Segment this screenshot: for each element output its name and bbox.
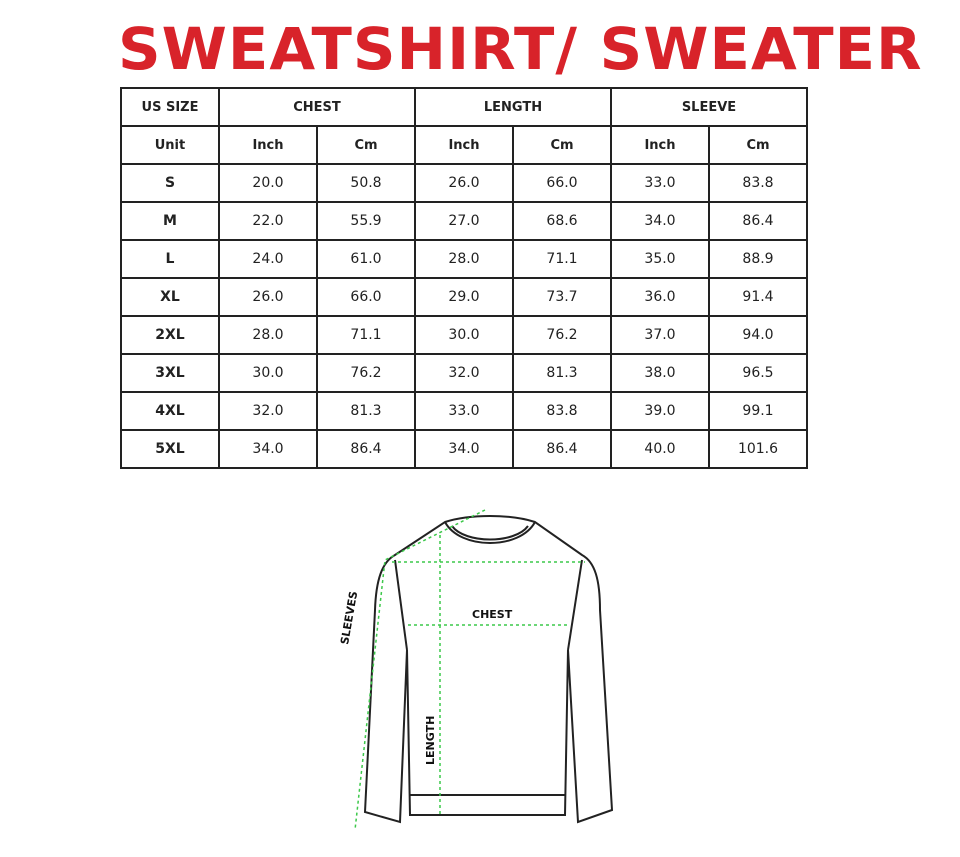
units-row: Unit Inch Cm Inch Cm Inch Cm: [120, 125, 808, 165]
table-header-row: US SIZE CHEST LENGTH SLEEVE: [120, 87, 808, 127]
value-cell: 86.4: [316, 429, 416, 469]
value-cell: 68.6: [512, 201, 612, 241]
size-table: US SIZE CHEST LENGTH SLEEVE Unit Inch Cm In…: [120, 87, 808, 469]
value-cell: 94.0: [708, 315, 808, 355]
table-row: 4XL 32.0 81.3 33.0 83.8 39.0 99.1: [120, 391, 808, 431]
length-label: LENGTH: [424, 716, 437, 765]
table-row: S 20.0 50.8 26.0 66.0 33.0 83.8: [120, 163, 808, 203]
sleeves-label: SLEEVES: [338, 590, 360, 645]
value-cell: 50.8: [316, 163, 416, 203]
page-title: SWEATSHIRT/ SWEATER: [118, 15, 923, 83]
size-cell: 3XL: [120, 353, 220, 393]
value-cell: 33.0: [610, 163, 710, 203]
value-cell: 34.0: [610, 201, 710, 241]
table-row: 2XL 28.0 71.1 30.0 76.2 37.0 94.0: [120, 315, 808, 355]
sweater-outline: [363, 515, 614, 824]
unit-cell: Cm: [708, 125, 808, 165]
value-cell: 101.6: [708, 429, 808, 469]
value-cell: 66.0: [512, 163, 612, 203]
value-cell: 81.3: [316, 391, 416, 431]
value-cell: 71.1: [512, 239, 612, 279]
value-cell: 99.1: [708, 391, 808, 431]
value-cell: 86.4: [512, 429, 612, 469]
sweater-diagram: CHEST SLEEVES LENGTH: [338, 509, 614, 831]
unit-cell: Unit: [120, 125, 220, 165]
unit-cell: Cm: [512, 125, 612, 165]
value-cell: 76.2: [316, 353, 416, 393]
value-cell: 86.4: [708, 201, 808, 241]
value-cell: 39.0: [610, 391, 710, 431]
value-cell: 22.0: [218, 201, 318, 241]
value-cell: 38.0: [610, 353, 710, 393]
unit-cell: Inch: [218, 125, 318, 165]
value-cell: 34.0: [414, 429, 514, 469]
value-cell: 32.0: [218, 391, 318, 431]
value-cell: 33.0: [414, 391, 514, 431]
value-cell: 40.0: [610, 429, 710, 469]
value-cell: 66.0: [316, 277, 416, 317]
value-cell: 26.0: [218, 277, 318, 317]
value-cell: 29.0: [414, 277, 514, 317]
value-cell: 32.0: [414, 353, 514, 393]
value-cell: 55.9: [316, 201, 416, 241]
size-cell: M: [120, 201, 220, 241]
table-row: 5XL 34.0 86.4 34.0 86.4 40.0 101.6: [120, 429, 808, 469]
table-row: L 24.0 61.0 28.0 71.1 35.0 88.9: [120, 239, 808, 279]
value-cell: 81.3: [512, 353, 612, 393]
value-cell: 24.0: [218, 239, 318, 279]
value-cell: 20.0: [218, 163, 318, 203]
size-cell: 4XL: [120, 391, 220, 431]
value-cell: 30.0: [414, 315, 514, 355]
header-chest: CHEST: [218, 87, 416, 127]
header-sleeve: SLEEVE: [610, 87, 808, 127]
value-cell: 83.8: [512, 391, 612, 431]
table-row: XL 26.0 66.0 29.0 73.7 36.0 91.4: [120, 277, 808, 317]
unit-cell: Inch: [610, 125, 710, 165]
header-us-size: US SIZE: [120, 87, 220, 127]
chest-label: CHEST: [472, 608, 513, 621]
value-cell: 83.8: [708, 163, 808, 203]
size-cell: 2XL: [120, 315, 220, 355]
value-cell: 34.0: [218, 429, 318, 469]
table-row: M 22.0 55.9 27.0 68.6 34.0 86.4: [120, 201, 808, 241]
value-cell: 96.5: [708, 353, 808, 393]
size-cell: S: [120, 163, 220, 203]
value-cell: 30.0: [218, 353, 318, 393]
value-cell: 88.9: [708, 239, 808, 279]
value-cell: 28.0: [414, 239, 514, 279]
header-length: LENGTH: [414, 87, 612, 127]
value-cell: 71.1: [316, 315, 416, 355]
value-cell: 76.2: [512, 315, 612, 355]
measure-lines: [354, 509, 585, 831]
unit-cell: Cm: [316, 125, 416, 165]
size-cell: L: [120, 239, 220, 279]
value-cell: 35.0: [610, 239, 710, 279]
size-cell: XL: [120, 277, 220, 317]
value-cell: 36.0: [610, 277, 710, 317]
value-cell: 91.4: [708, 277, 808, 317]
value-cell: 61.0: [316, 239, 416, 279]
value-cell: 37.0: [610, 315, 710, 355]
value-cell: 73.7: [512, 277, 612, 317]
value-cell: 28.0: [218, 315, 318, 355]
table-row: 3XL 30.0 76.2 32.0 81.3 38.0 96.5: [120, 353, 808, 393]
value-cell: 27.0: [414, 201, 514, 241]
value-cell: 26.0: [414, 163, 514, 203]
size-cell: 5XL: [120, 429, 220, 469]
unit-cell: Inch: [414, 125, 514, 165]
